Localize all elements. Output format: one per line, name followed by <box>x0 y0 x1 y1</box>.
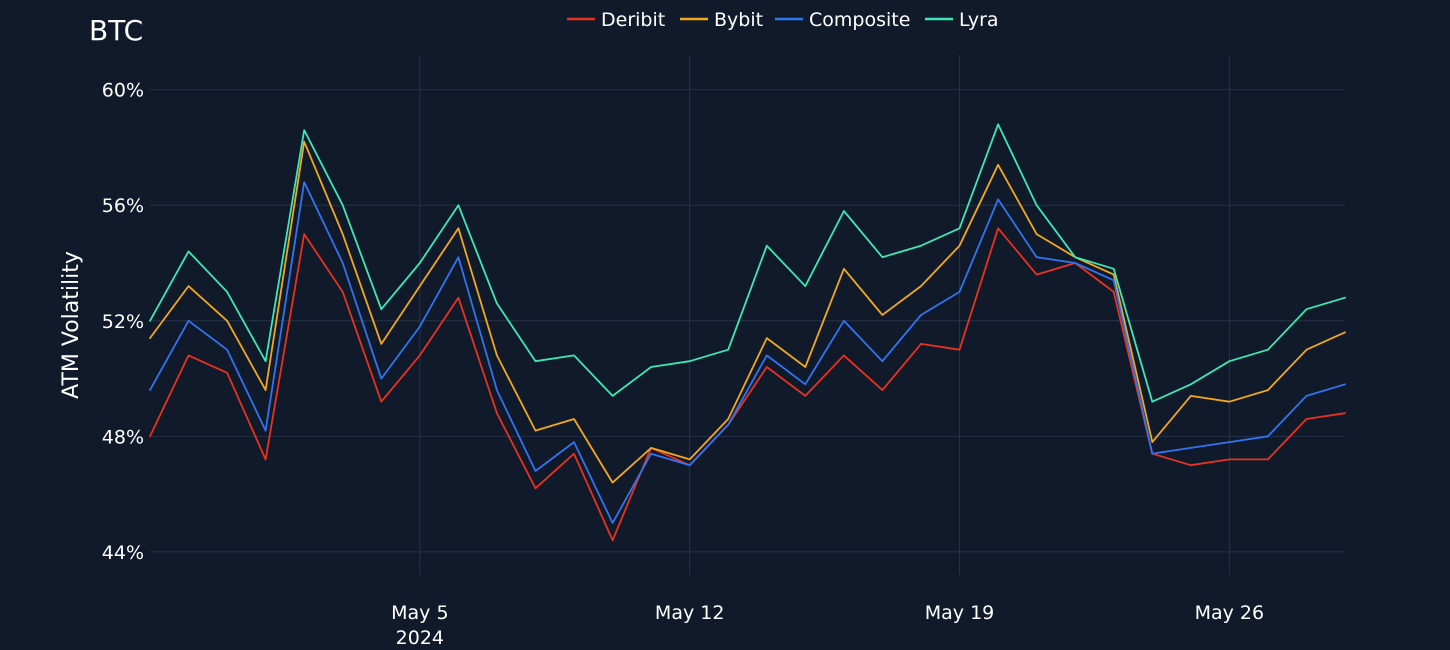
legend-label: Bybit <box>714 9 763 31</box>
legend-item-composite[interactable]: Composite <box>775 9 910 31</box>
series-line-deribit <box>149 227 1346 542</box>
legend[interactable]: Deribit Bybit Composite Lyra <box>567 9 999 31</box>
y-tick-label: 44% <box>102 542 144 564</box>
series-lines <box>149 123 1346 542</box>
x-tick-label: May 19 <box>925 602 995 624</box>
y-axis-title: ATM Volatility <box>59 251 84 399</box>
y-tick-label: 60% <box>102 80 144 102</box>
y-tick-label: 56% <box>102 195 144 217</box>
x-tick-label: May 26 <box>1195 602 1265 624</box>
legend-label: Deribit <box>601 9 665 31</box>
legend-label: Lyra <box>959 9 999 31</box>
x-tick-sublabel: 2024 <box>396 627 444 649</box>
y-tick-label: 48% <box>102 426 144 448</box>
legend-label: Composite <box>809 9 910 31</box>
legend-item-bybit[interactable]: Bybit <box>680 9 763 31</box>
series-line-bybit <box>149 140 1346 484</box>
chart-title: BTC <box>89 14 143 47</box>
legend-item-lyra[interactable]: Lyra <box>925 9 999 31</box>
y-tick-label: 52% <box>102 311 144 333</box>
series-line-composite <box>149 181 1346 524</box>
x-tick-label: May 5 <box>391 602 448 624</box>
series-line-lyra <box>149 123 1346 403</box>
x-axis-ticks: May 5 2024 May 12 May 19 May 26 <box>391 602 1264 649</box>
x-tick-label: May 12 <box>655 602 725 624</box>
y-axis-ticks: 44% 48% 52% 56% 60% <box>102 80 144 564</box>
legend-item-deribit[interactable]: Deribit <box>567 9 665 31</box>
grid <box>150 55 1345 575</box>
